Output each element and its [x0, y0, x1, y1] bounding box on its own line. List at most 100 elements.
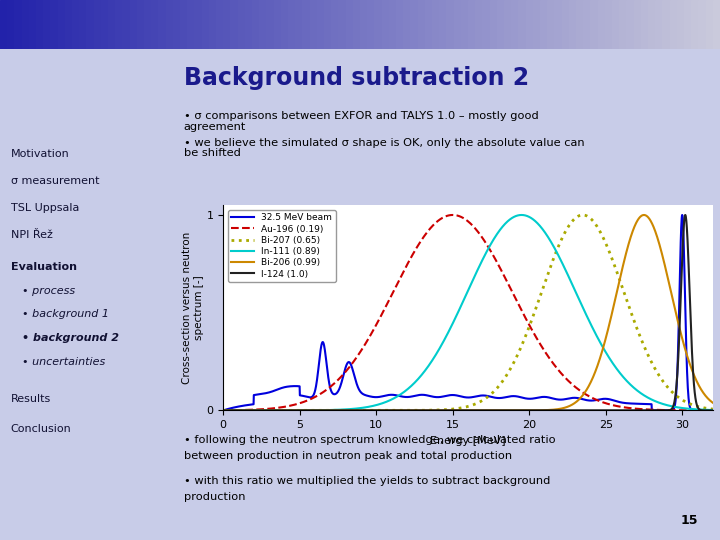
Bar: [252, 0, 259, 49]
Bar: [569, 0, 576, 49]
Bi-207 (0.65): [605, 248, 613, 254]
Bar: [238, 0, 245, 49]
Bar: [259, 0, 266, 49]
Bar: [223, 0, 230, 49]
Bi-206 (0.99): [444, 407, 453, 414]
Bar: [619, 0, 626, 49]
Bar: [446, 0, 454, 49]
Bar: [403, 0, 410, 49]
Bar: [461, 0, 468, 49]
Bar: [684, 0, 691, 49]
Bar: [79, 0, 86, 49]
Bar: [29, 0, 36, 49]
32.5 MeV beam: [244, 402, 253, 408]
Text: agreement: agreement: [184, 122, 246, 132]
Bar: [288, 0, 295, 49]
Bar: [187, 0, 194, 49]
Text: Results: Results: [11, 394, 51, 403]
Bar: [554, 0, 562, 49]
In-111 (0.89): [708, 407, 717, 413]
Text: production: production: [184, 492, 245, 503]
Bar: [7, 0, 14, 49]
Bar: [331, 0, 338, 49]
Bi-206 (0.99): [639, 212, 648, 218]
Bar: [475, 0, 482, 49]
Text: • background 1: • background 1: [22, 309, 109, 319]
Au-196 (0.19): [449, 212, 457, 218]
Bar: [122, 0, 130, 49]
Bar: [324, 0, 331, 49]
Bi-206 (0.99): [695, 382, 703, 389]
Bar: [130, 0, 137, 49]
Bar: [410, 0, 418, 49]
In-111 (0.89): [605, 354, 613, 361]
Text: σ measurement: σ measurement: [11, 176, 99, 186]
I-124 (1.0): [604, 407, 613, 414]
Bar: [230, 0, 238, 49]
Bar: [137, 0, 144, 49]
I-124 (1.0): [694, 406, 703, 412]
Bar: [504, 0, 511, 49]
Line: In-111 (0.89): In-111 (0.89): [223, 215, 713, 410]
Bar: [43, 0, 50, 49]
32.5 MeV beam: [694, 407, 703, 414]
Bar: [108, 0, 115, 49]
Bar: [490, 0, 497, 49]
Bar: [144, 0, 151, 49]
Bar: [425, 0, 432, 49]
32.5 MeV beam: [457, 393, 466, 400]
In-111 (0.89): [444, 329, 453, 335]
Bar: [0, 0, 7, 49]
Text: be shifted: be shifted: [184, 148, 240, 159]
Bar: [245, 0, 252, 49]
Bar: [706, 0, 713, 49]
Text: Background subtraction 2: Background subtraction 2: [184, 66, 528, 90]
32.5 MeV beam: [444, 392, 453, 399]
Bar: [382, 0, 389, 49]
Au-196 (0.19): [219, 407, 228, 414]
Line: I-124 (1.0): I-124 (1.0): [223, 215, 713, 410]
Bar: [101, 0, 108, 49]
Bar: [634, 0, 641, 49]
Bar: [655, 0, 662, 49]
Bar: [576, 0, 583, 49]
32.5 MeV beam: [219, 407, 228, 414]
Text: TSL Uppsala: TSL Uppsala: [11, 203, 79, 213]
Bi-207 (0.65): [695, 403, 703, 410]
Bar: [497, 0, 504, 49]
Line: Au-196 (0.19): Au-196 (0.19): [223, 215, 713, 410]
Bar: [317, 0, 324, 49]
Bar: [713, 0, 720, 49]
Bar: [518, 0, 526, 49]
Bi-206 (0.99): [694, 382, 703, 388]
Bar: [58, 0, 65, 49]
Au-196 (0.19): [694, 407, 703, 414]
Bi-207 (0.65): [444, 406, 453, 413]
Bar: [691, 0, 698, 49]
Bar: [14, 0, 22, 49]
Text: • we believe the simulated σ shape is OK, only the absolute value can: • we believe the simulated σ shape is OK…: [184, 138, 584, 148]
Bi-206 (0.99): [457, 407, 466, 414]
Text: Conclusion: Conclusion: [11, 424, 71, 434]
Bar: [310, 0, 317, 49]
32.5 MeV beam: [604, 396, 613, 402]
Bar: [86, 0, 94, 49]
Bar: [482, 0, 490, 49]
Bi-207 (0.65): [219, 407, 228, 414]
Text: 15: 15: [681, 514, 698, 526]
I-124 (1.0): [708, 407, 717, 414]
Au-196 (0.19): [444, 212, 453, 219]
Bar: [540, 0, 547, 49]
Bar: [454, 0, 461, 49]
Bar: [439, 0, 446, 49]
Text: • background 2: • background 2: [22, 333, 119, 343]
I-124 (1.0): [444, 407, 453, 414]
Text: • with this ratio we multiplied the yields to subtract background: • with this ratio we multiplied the yiel…: [184, 476, 550, 487]
Text: NPI Řež: NPI Řež: [11, 230, 53, 240]
Bar: [209, 0, 216, 49]
Bar: [65, 0, 72, 49]
Bi-206 (0.99): [708, 400, 717, 406]
Text: • process: • process: [22, 286, 75, 295]
Bar: [648, 0, 655, 49]
Bar: [72, 0, 79, 49]
